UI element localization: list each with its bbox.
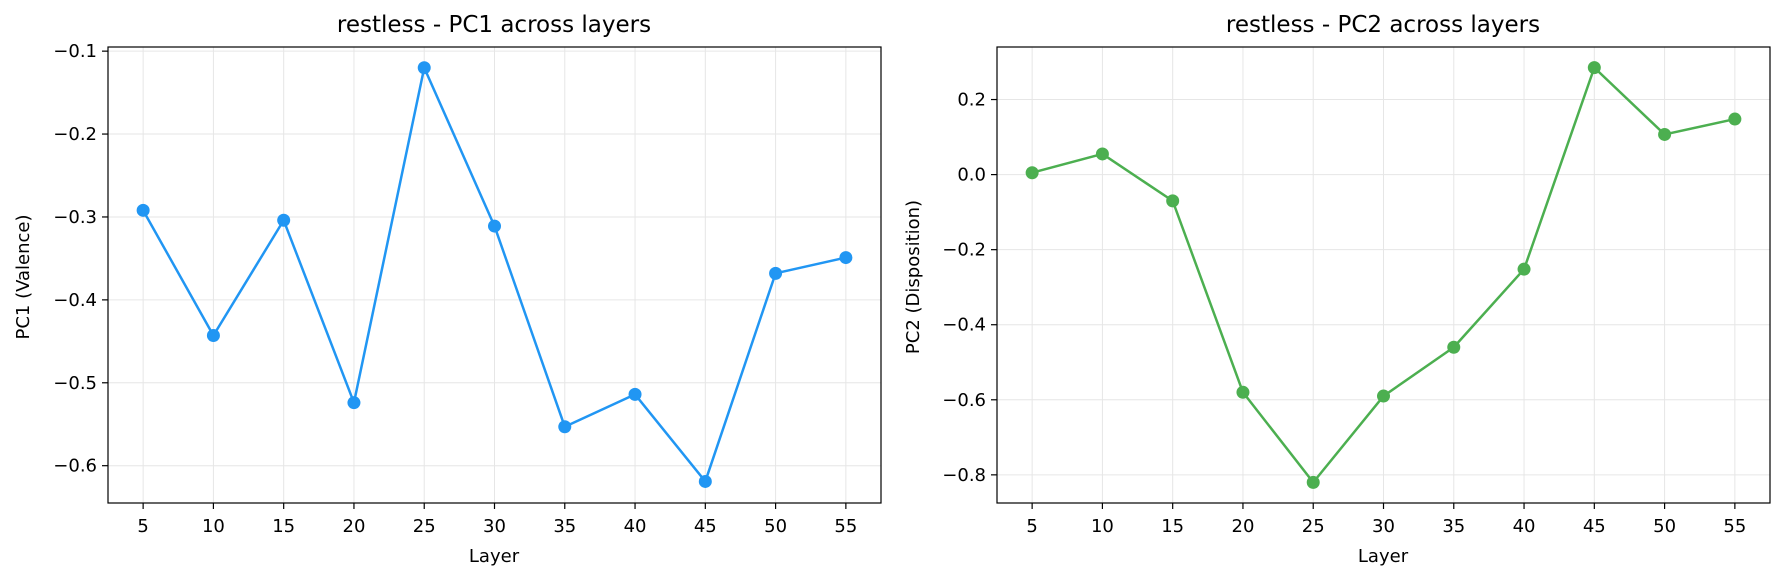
data-point xyxy=(1658,127,1672,141)
chart-title: restless - PC1 across layers xyxy=(337,12,651,38)
x-tick-label: 40 xyxy=(624,516,647,537)
x-tick-label: 35 xyxy=(553,516,576,537)
x-tick-label: 20 xyxy=(343,516,366,537)
data-point xyxy=(136,203,150,217)
pc1-chart-panel: restless - PC1 across layers Layer PC1 (… xyxy=(13,12,882,567)
x-tick-label: 30 xyxy=(483,516,506,537)
x-tick-label: 45 xyxy=(694,516,717,537)
x-tick-label: 10 xyxy=(202,516,225,537)
data-point xyxy=(1587,61,1601,75)
data-point xyxy=(417,61,431,75)
x-tick-label: 40 xyxy=(1513,516,1536,537)
data-point xyxy=(488,219,501,233)
data-point xyxy=(839,251,853,265)
data-point xyxy=(628,387,642,401)
chart-title: restless - PC2 across layers xyxy=(1226,12,1540,38)
y-tick-label: 0.0 xyxy=(957,165,986,186)
data-point xyxy=(206,329,220,343)
y-tick-label: 0.2 xyxy=(957,90,986,111)
y-tick-label: −0.8 xyxy=(942,465,986,486)
data-point xyxy=(1306,475,1320,489)
data-point xyxy=(347,396,361,410)
grid xyxy=(108,47,881,503)
y-tick-label: −0.6 xyxy=(53,456,97,477)
x-tick-label: 45 xyxy=(1583,516,1606,537)
x-tick-label: 30 xyxy=(1372,516,1395,537)
y-tick-label: −0.3 xyxy=(53,207,97,228)
grid xyxy=(997,47,1770,503)
data-point xyxy=(698,474,712,488)
x-axis-label: Layer xyxy=(469,546,520,567)
x-tick-label: 10 xyxy=(1091,516,1114,537)
plot-frame xyxy=(996,46,1771,504)
data-point xyxy=(1025,166,1039,180)
x-tick-label: 25 xyxy=(413,516,436,537)
x-tick-label: 20 xyxy=(1232,516,1255,537)
data-point xyxy=(1728,112,1742,126)
x-tick-label: 15 xyxy=(1161,516,1184,537)
x-tick-label: 55 xyxy=(834,516,857,537)
y-axis-label: PC1 (Valence) xyxy=(13,214,34,339)
x-tick-label: 50 xyxy=(1653,516,1676,537)
y-tick-label: −0.2 xyxy=(942,240,986,261)
x-tick-label: 35 xyxy=(1442,516,1465,537)
x-tick-label: 5 xyxy=(1026,516,1037,537)
y-tick-label: −0.5 xyxy=(53,373,97,394)
pc2-chart-panel: restless - PC2 across layers Layer PC2 (… xyxy=(903,12,1771,567)
data-point xyxy=(1517,262,1531,276)
data-point xyxy=(769,266,783,280)
y-tick-label: −0.6 xyxy=(942,390,986,411)
data-point xyxy=(1095,147,1109,161)
x-tick-label: 25 xyxy=(1302,516,1325,537)
y-tick-label: −0.1 xyxy=(53,41,97,62)
data-point xyxy=(1166,194,1180,208)
y-tick-label: −0.2 xyxy=(53,124,97,145)
data-point xyxy=(1236,385,1250,399)
plot-frame xyxy=(107,46,882,504)
data-point xyxy=(558,420,572,434)
x-tick-label: 50 xyxy=(764,516,787,537)
y-axis-label: PC2 (Disposition) xyxy=(903,200,924,354)
x-tick-label: 15 xyxy=(272,516,295,537)
x-tick-label: 5 xyxy=(137,516,148,537)
data-point xyxy=(1377,389,1390,403)
x-tick-label: 55 xyxy=(1723,516,1746,537)
data-point xyxy=(1447,340,1461,354)
y-tick-label: −0.4 xyxy=(942,315,986,336)
data-point xyxy=(277,213,291,227)
x-axis-label: Layer xyxy=(1358,546,1409,567)
y-tick-label: −0.4 xyxy=(53,290,97,311)
